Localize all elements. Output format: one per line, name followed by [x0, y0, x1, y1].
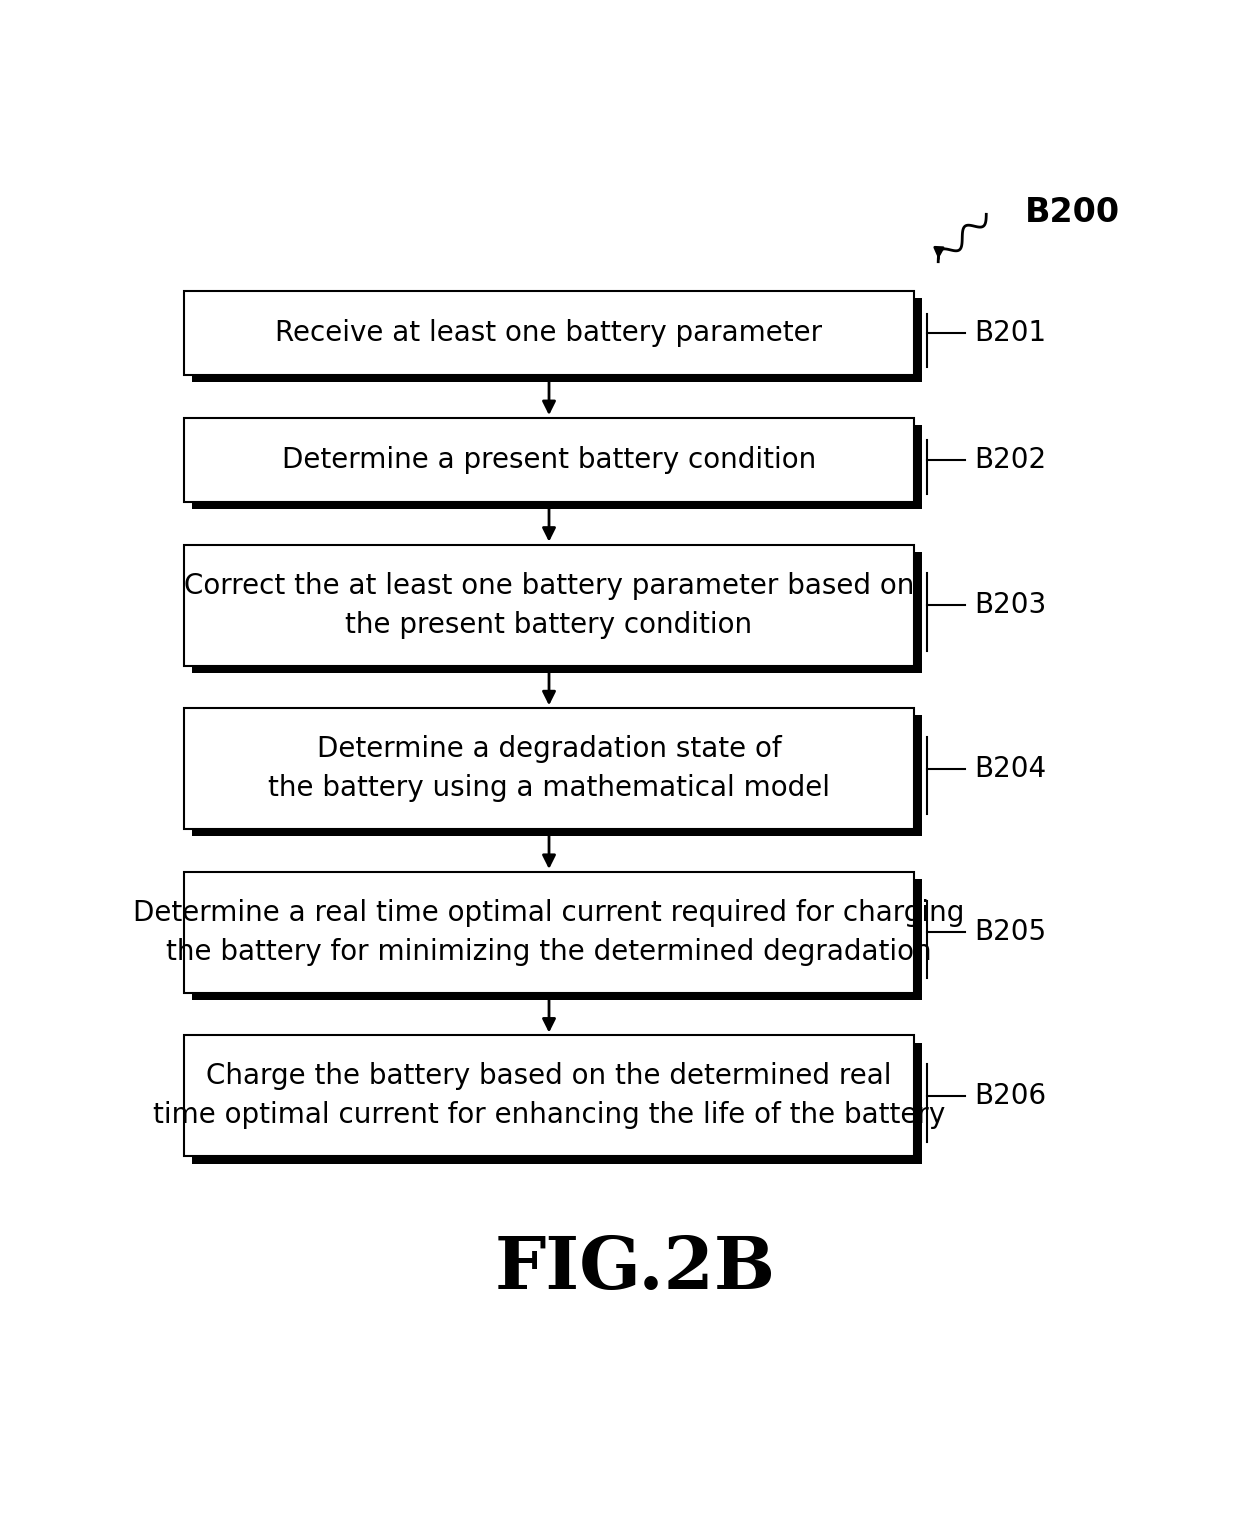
Text: B201: B201: [975, 319, 1047, 348]
Text: Correct the at least one battery parameter based on
the present battery conditio: Correct the at least one battery paramet…: [184, 571, 914, 639]
Text: B205: B205: [975, 919, 1047, 946]
Text: Charge the battery based on the determined real
time optimal current for enhanci: Charge the battery based on the determin…: [153, 1062, 945, 1130]
Bar: [191, 551, 921, 673]
Bar: [184, 871, 914, 993]
Text: B206: B206: [975, 1082, 1047, 1110]
Bar: [191, 425, 921, 509]
Text: Determine a degradation state of
the battery using a mathematical model: Determine a degradation state of the bat…: [268, 736, 830, 802]
Text: B200: B200: [1024, 195, 1120, 228]
Bar: [191, 716, 921, 836]
Bar: [184, 545, 914, 665]
Text: B202: B202: [975, 446, 1047, 474]
Text: FIG.2B: FIG.2B: [495, 1233, 776, 1305]
Text: B203: B203: [975, 591, 1047, 619]
Bar: [191, 879, 921, 1000]
Bar: [191, 299, 921, 382]
Bar: [191, 1042, 921, 1163]
Bar: [184, 291, 914, 376]
Bar: [184, 1036, 914, 1156]
Bar: [184, 419, 914, 502]
Text: Receive at least one battery parameter: Receive at least one battery parameter: [275, 319, 822, 348]
Bar: [184, 708, 914, 830]
Text: Determine a real time optimal current required for charging
the battery for mini: Determine a real time optimal current re…: [134, 899, 965, 966]
Text: B204: B204: [975, 754, 1047, 783]
Text: Determine a present battery condition: Determine a present battery condition: [281, 446, 816, 474]
